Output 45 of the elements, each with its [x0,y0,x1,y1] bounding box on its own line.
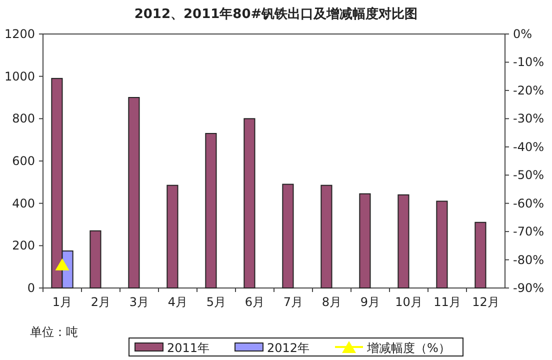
legend-label: 增减幅度（%） [366,341,450,355]
bar [398,194,410,288]
x-tick-label: 11月 [434,295,461,309]
x-tick-label: 3月 [129,295,150,309]
bar [244,118,256,288]
chart-title: 2012、2011年80#钒铁出口及增减幅度对比图 [134,6,418,22]
x-tick-label: 6月 [244,295,265,309]
y2-tick-label: -80% [513,252,544,267]
x-tick-label: 2月 [90,295,111,309]
y-tick-label: 600 [12,154,35,168]
y2-tick-label: -90% [513,281,544,295]
x-tick-label: 1月 [52,295,72,309]
bar [282,184,294,288]
y2-tick-label: -10% [513,55,544,70]
y2-tick-label: -30% [513,112,544,126]
legend-label: 2012年 [267,341,310,355]
y-tick-label: 200 [12,238,35,253]
y2-tick-label: -40% [513,140,544,154]
legend-label: 2011年 [167,341,210,355]
x-tick-label: 9月 [360,295,380,309]
x-tick-label: 4月 [168,295,188,309]
bar [320,184,332,288]
y2-tick-label: -50% [513,168,544,182]
x-tick-label: 10月 [395,295,422,309]
y2-tick-label: 0% [513,27,532,41]
bar [166,184,178,288]
bar [205,132,217,288]
x-tick-label: 12月 [472,295,500,309]
y2-tick-label: -60% [513,196,544,210]
x-tick-label: 5月 [206,295,226,309]
y-tick-label: 400 [12,196,35,210]
y-tick-label: 1200 [4,27,35,41]
y2-tick-label: -20% [513,83,544,98]
bar [359,193,371,288]
text: 单位：吨 [30,325,78,339]
bar [436,200,448,288]
y-tick-label: 800 [12,112,35,126]
bar [474,222,486,288]
y-tick-label: 0 [27,281,35,295]
bar [128,97,140,288]
x-tick-label: 7月 [283,295,304,309]
y-tick-label: 1000 [4,69,35,84]
x-tick-label: 8月 [322,295,342,309]
bar [90,230,102,288]
y2-tick-label: -70% [513,224,544,239]
